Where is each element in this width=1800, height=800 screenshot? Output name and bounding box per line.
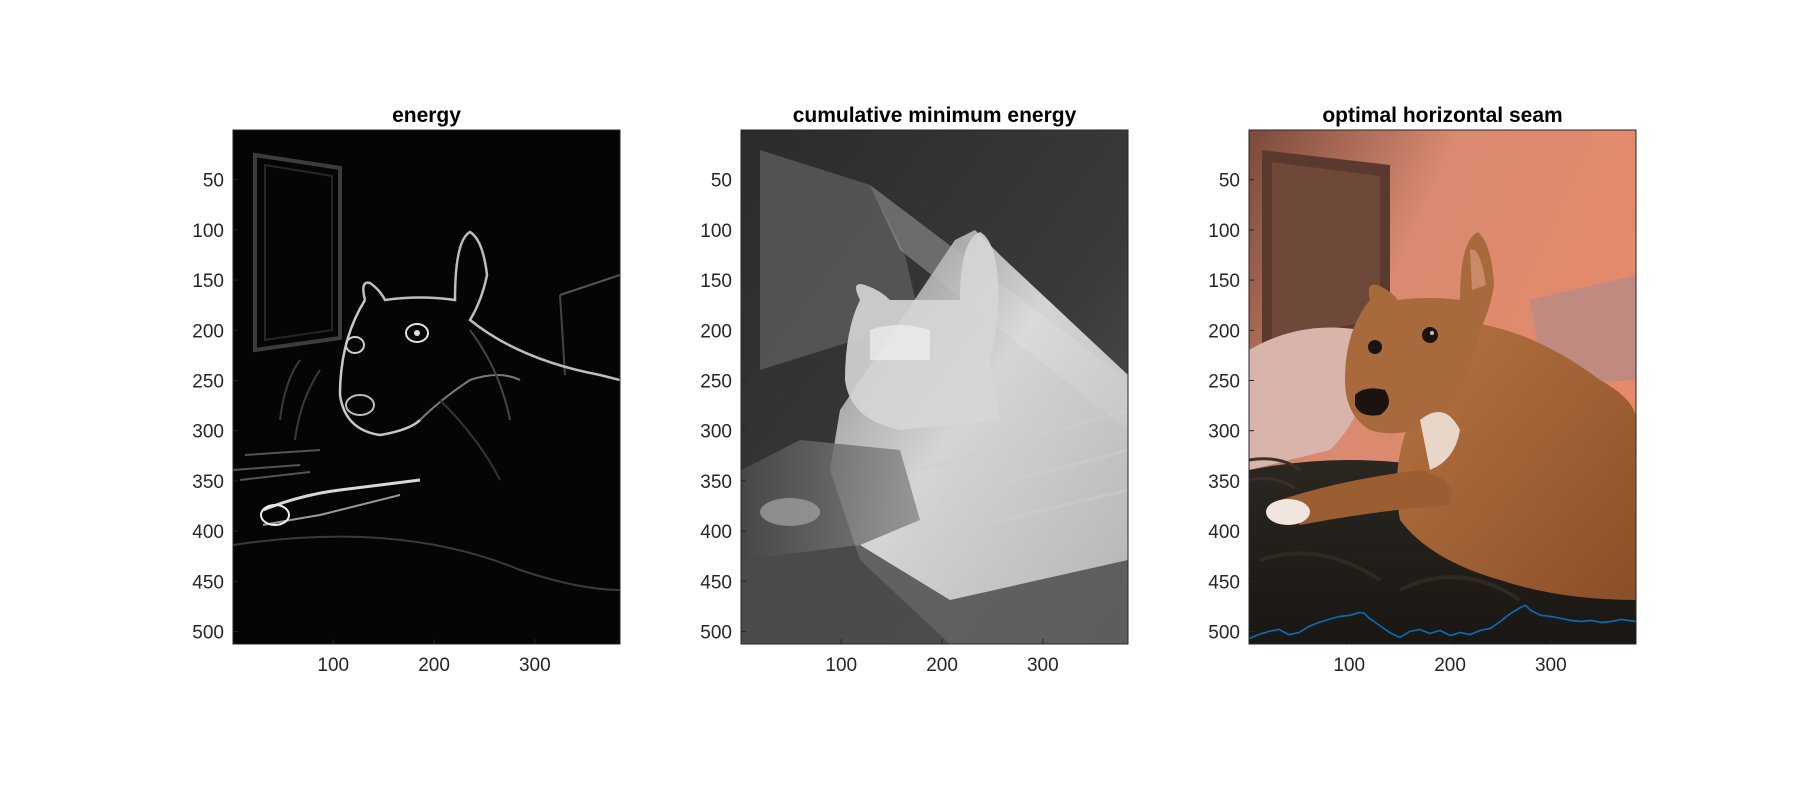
seam-ytick-label: 200: [1208, 321, 1240, 342]
cumulative-ytick-label: 150: [700, 271, 732, 292]
energy-ytick-label: 250: [192, 371, 224, 392]
seam-xtick-label: 300: [1535, 655, 1567, 676]
axes-energy: energy: [232, 104, 621, 645]
energy-ytick-label: 450: [192, 572, 224, 593]
energy-ytick-label: 500: [192, 622, 224, 643]
cumulative-xtick-label: 100: [825, 655, 857, 676]
seam-ytick-label: 250: [1208, 371, 1240, 392]
energy-ytick-label: 150: [192, 271, 224, 292]
seam-line: [1249, 604, 1636, 640]
cumulative-ytick-label: 500: [700, 622, 732, 643]
energy-image: [233, 130, 620, 644]
cumulative-axes-box: [740, 129, 1129, 645]
cumulative-ytick-label: 350: [700, 472, 732, 493]
seam-ytick-label: 450: [1208, 572, 1240, 593]
cumulative-xtick-label: 300: [1027, 655, 1059, 676]
seam-ytick-label: 350: [1208, 472, 1240, 493]
ticks-layer: 100 200 300 50 100 150 200 250 300 350 400 450 500 10…: [192, 171, 1566, 676]
cumulative-image: [741, 130, 1128, 644]
seam-ytick-label: 400: [1208, 522, 1240, 543]
seam-ytick-label: 500: [1208, 622, 1240, 643]
cumulative-title: cumulative minimum energy: [793, 104, 1077, 127]
energy-ytick-label: 100: [192, 221, 224, 242]
energy-ytick-label: 50: [203, 171, 224, 192]
cumulative-ytick-label: 250: [700, 371, 732, 392]
energy-ytick-label: 300: [192, 422, 224, 443]
cumulative-ytick-label: 400: [700, 522, 732, 543]
seam-ytick-label: 300: [1208, 422, 1240, 443]
seam-ytick-label: 100: [1208, 221, 1240, 242]
energy-xtick-label: 100: [317, 655, 349, 676]
cumulative-ytick-label: 300: [700, 422, 732, 443]
cumulative-ytick-label: 50: [711, 171, 732, 192]
energy-xtick-label: 200: [418, 655, 450, 676]
cumulative-xtick-label: 200: [926, 655, 958, 676]
axes-seam: optimal horizontal seam: [1248, 104, 1637, 645]
seam-xtick-label: 200: [1434, 655, 1466, 676]
energy-ytick-label: 400: [192, 522, 224, 543]
energy-xtick-label: 300: [519, 655, 551, 676]
seam-title: optimal horizontal seam: [1322, 104, 1562, 127]
seam-ytick-label: 150: [1208, 271, 1240, 292]
seam-axes-box: [1248, 129, 1637, 645]
axes-cumulative: cumulative minimum energy: [740, 104, 1129, 645]
cumulative-ytick-label: 200: [700, 321, 732, 342]
seam-series: [1249, 604, 1636, 640]
cumulative-ytick-label: 100: [700, 221, 732, 242]
cumulative-ytick-label: 450: [700, 572, 732, 593]
seam-photo: [1249, 130, 1636, 644]
energy-title: energy: [392, 104, 461, 127]
seam-ytick-label: 50: [1219, 171, 1240, 192]
seam-xtick-label: 100: [1333, 655, 1365, 676]
energy-axes-box: [232, 129, 621, 645]
energy-ytick-label: 200: [192, 321, 224, 342]
energy-ytick-label: 350: [192, 472, 224, 493]
